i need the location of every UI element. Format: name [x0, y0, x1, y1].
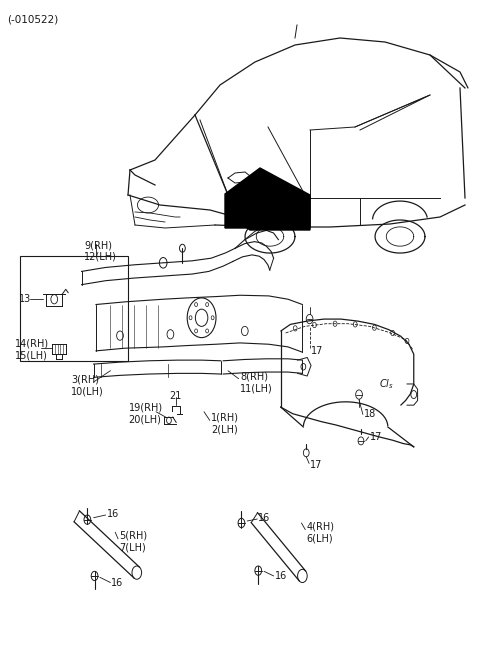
- Text: 17: 17: [310, 460, 322, 471]
- Text: 17: 17: [311, 346, 324, 356]
- Polygon shape: [225, 168, 310, 228]
- Text: 18: 18: [364, 409, 376, 420]
- Text: 3(RH)
10(LH): 3(RH) 10(LH): [71, 375, 104, 396]
- Text: 21: 21: [169, 391, 181, 401]
- Bar: [20, 256, 128, 361]
- Text: 4(RH)
6(LH): 4(RH) 6(LH): [306, 522, 334, 543]
- Text: 13: 13: [19, 294, 32, 305]
- Text: $\mathit{Cl_s}$: $\mathit{Cl_s}$: [379, 377, 394, 391]
- Text: 17: 17: [370, 432, 382, 442]
- Text: 1(RH)
2(LH): 1(RH) 2(LH): [211, 413, 239, 434]
- Text: 14(RH)
15(LH): 14(RH) 15(LH): [15, 339, 49, 360]
- Text: 5(RH)
7(LH): 5(RH) 7(LH): [119, 531, 147, 552]
- Polygon shape: [228, 175, 310, 230]
- Text: 16: 16: [275, 571, 287, 581]
- Text: (-010522): (-010522): [7, 15, 59, 24]
- Text: 9(RH)
12(LH): 9(RH) 12(LH): [84, 240, 117, 261]
- Text: 16: 16: [111, 577, 124, 588]
- Text: 19(RH)
20(LH): 19(RH) 20(LH): [129, 403, 163, 424]
- Text: 8(RH)
11(LH): 8(RH) 11(LH): [240, 372, 273, 393]
- Text: 16: 16: [258, 512, 271, 523]
- Text: 16: 16: [107, 508, 119, 519]
